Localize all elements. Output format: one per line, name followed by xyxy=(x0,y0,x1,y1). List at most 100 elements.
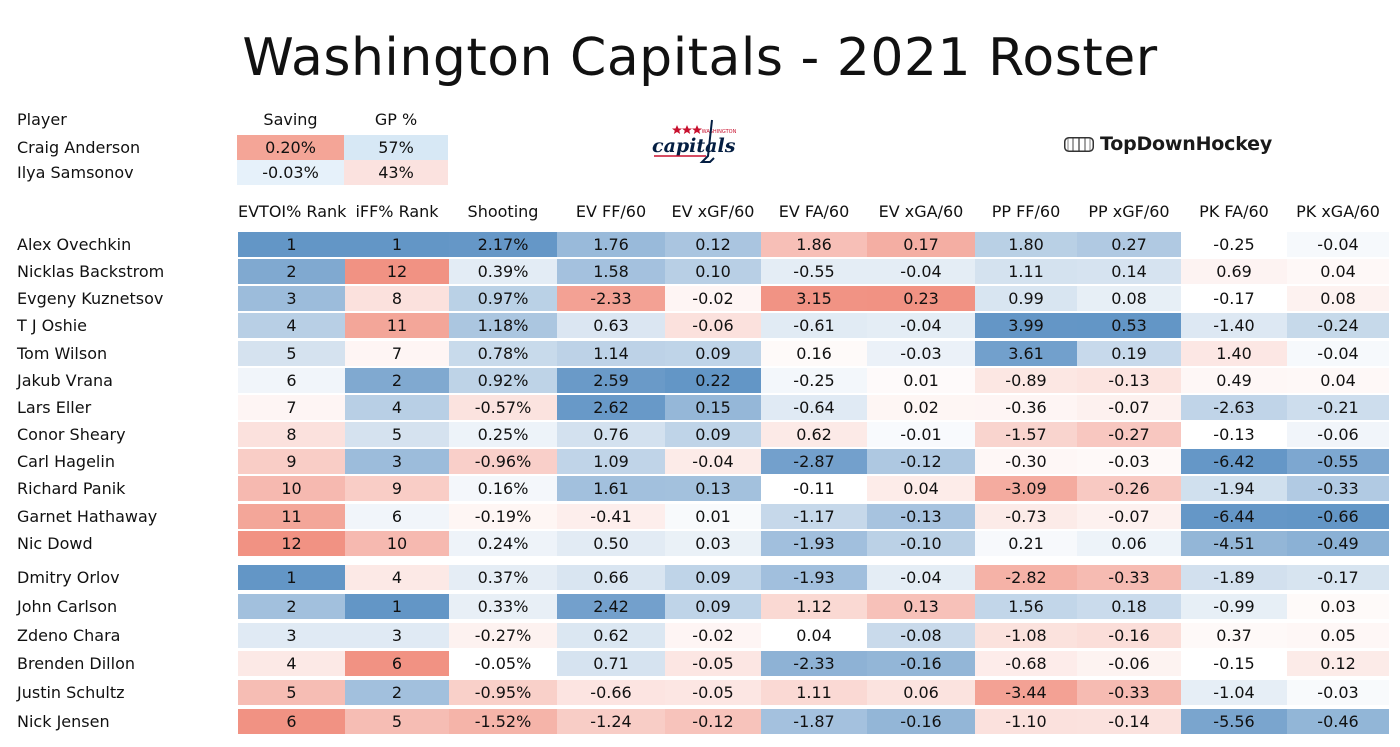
defense-stat-cell: -0.04 xyxy=(867,565,975,590)
defense-stat-cell: -0.16 xyxy=(867,709,975,734)
forward-stat-cell: 1.40 xyxy=(1181,340,1287,366)
column-header: EV FA/60 xyxy=(778,202,850,221)
goalie-header-player: Player xyxy=(17,110,67,129)
forward-stat-cell: 0.16% xyxy=(449,476,557,502)
forward-stat-cell: -1.57 xyxy=(975,422,1077,448)
defense-stat-cell: 5 xyxy=(345,709,449,734)
defense-stat-cell: 0.62 xyxy=(557,622,665,648)
forward-stat-cell: 8 xyxy=(345,286,449,312)
defense-stat-cell: 3 xyxy=(238,622,345,648)
page-title: Washington Capitals - 2021 Roster xyxy=(242,28,1158,88)
forward-stat-cell: -0.04 xyxy=(1287,232,1389,257)
forward-stat-cell: -6.44 xyxy=(1181,503,1287,529)
defense-stat-cell: -1.08 xyxy=(975,622,1077,648)
rink-icon xyxy=(1064,136,1094,152)
forward-stat-cell: 0.03 xyxy=(665,530,761,556)
forward-stat-cell: 0.06 xyxy=(1077,530,1181,556)
goalie-saving-cell: 0.20% xyxy=(237,135,344,160)
forward-stat-cell: 1.76 xyxy=(557,232,665,257)
forward-stat-cell: 5 xyxy=(345,422,449,448)
forward-stat-cell: 0.99 xyxy=(975,286,1077,312)
forward-player-name: T J Oshie xyxy=(17,316,88,336)
goalie-name: Craig Anderson xyxy=(17,138,141,157)
forward-stat-cell: 0.69 xyxy=(1181,259,1287,285)
column-header: PK FA/60 xyxy=(1199,202,1269,221)
forward-stat-cell: 0.27 xyxy=(1077,232,1181,257)
forward-stat-cell: 0.09 xyxy=(665,422,761,448)
forward-stat-cell: -0.12 xyxy=(867,449,975,475)
defense-stat-cell: -0.15 xyxy=(1181,651,1287,677)
forward-stat-cell: 12 xyxy=(345,259,449,285)
forward-stat-cell: -0.61 xyxy=(761,313,867,339)
forward-stat-cell: 0.97% xyxy=(449,286,557,312)
forward-stat-cell: -0.04 xyxy=(867,313,975,339)
defense-stat-cell: 1.56 xyxy=(975,593,1077,619)
forward-stat-cell: 0.04 xyxy=(1287,259,1389,285)
defense-stat-cell: -0.05 xyxy=(665,651,761,677)
defense-stat-cell: 1 xyxy=(238,565,345,590)
forward-stat-cell: 0.78% xyxy=(449,340,557,366)
defense-stat-cell: -1.10 xyxy=(975,709,1077,734)
defense-stat-cell: -0.99 xyxy=(1181,593,1287,619)
defense-stat-cell: 0.18 xyxy=(1077,593,1181,619)
forward-stat-cell: -2.33 xyxy=(557,286,665,312)
forward-stat-cell: 2.17% xyxy=(449,232,557,257)
defense-stat-cell: 0.37 xyxy=(1181,622,1287,648)
defense-stat-cell: -0.08 xyxy=(867,622,975,648)
forward-stat-cell: 0.62 xyxy=(761,422,867,448)
goalie-gp-cell: 43% xyxy=(344,160,448,185)
defense-stat-cell: -1.89 xyxy=(1181,565,1287,590)
defense-stat-cell: 0.12 xyxy=(1287,651,1389,677)
forward-stat-cell: 9 xyxy=(345,476,449,502)
forward-stat-cell: -0.13 xyxy=(1077,367,1181,393)
forward-stat-cell: 3.61 xyxy=(975,340,1077,366)
defense-player-name: Brenden Dillon xyxy=(17,654,135,674)
forward-stat-cell: 1.11 xyxy=(975,259,1077,285)
forward-stat-cell: 3 xyxy=(345,449,449,475)
defense-stat-cell: -0.12 xyxy=(665,709,761,734)
forward-stat-cell: 0.22 xyxy=(665,367,761,393)
forward-stat-cell: -0.10 xyxy=(867,530,975,556)
forward-stat-cell: 1 xyxy=(345,232,449,257)
forward-stat-cell: 6 xyxy=(345,503,449,529)
defense-stat-cell: -1.24 xyxy=(557,709,665,734)
defense-stat-cell: -0.68 xyxy=(975,651,1077,677)
forward-stat-cell: 1.14 xyxy=(557,340,665,366)
defense-stat-cell: -2.82 xyxy=(975,565,1077,590)
forward-player-name: Nicklas Backstrom xyxy=(17,262,165,282)
forward-player-name: Lars Eller xyxy=(17,397,92,417)
defense-stat-cell: -0.05% xyxy=(449,651,557,677)
defense-stat-cell: -2.33 xyxy=(761,651,867,677)
forward-stat-cell: 0.04 xyxy=(867,476,975,502)
forward-stat-cell: -0.17 xyxy=(1181,286,1287,312)
forward-stat-cell: 2.59 xyxy=(557,367,665,393)
defense-stat-cell: 0.13 xyxy=(867,593,975,619)
forward-stat-cell: -0.96% xyxy=(449,449,557,475)
column-header: EVTOI% Rank xyxy=(238,202,347,221)
forward-stat-cell: 1.58 xyxy=(557,259,665,285)
forward-stat-cell: -0.57% xyxy=(449,394,557,420)
goalie-header-gp: GP % xyxy=(374,110,418,129)
defense-stat-cell: -0.95% xyxy=(449,680,557,706)
defense-stat-cell: 1.12 xyxy=(761,593,867,619)
defense-stat-cell: -0.05 xyxy=(665,680,761,706)
forward-stat-cell: 2 xyxy=(345,367,449,393)
forward-stat-cell: -0.55 xyxy=(761,259,867,285)
defense-stat-cell: 2.42 xyxy=(557,593,665,619)
defense-stat-cell: -0.16 xyxy=(1077,622,1181,648)
defense-stat-cell: 6 xyxy=(345,651,449,677)
defense-player-name: Zdeno Chara xyxy=(17,625,121,645)
forward-stat-cell: 0.21 xyxy=(975,530,1077,556)
defense-stat-cell: 1 xyxy=(345,593,449,619)
forward-stat-cell: 0.01 xyxy=(665,503,761,529)
column-header: PP FF/60 xyxy=(991,202,1061,221)
forward-player-name: Nic Dowd xyxy=(17,533,93,553)
defense-stat-cell: -0.06 xyxy=(1077,651,1181,677)
forward-stat-cell: 1.18% xyxy=(449,313,557,339)
column-header: PK xGA/60 xyxy=(1296,202,1380,221)
defense-stat-cell: 0.66 xyxy=(557,565,665,590)
defense-stat-cell: -0.17 xyxy=(1287,565,1389,590)
forward-stat-cell: -0.49 xyxy=(1287,530,1389,556)
forward-stat-cell: -4.51 xyxy=(1181,530,1287,556)
forward-stat-cell: -0.64 xyxy=(761,394,867,420)
